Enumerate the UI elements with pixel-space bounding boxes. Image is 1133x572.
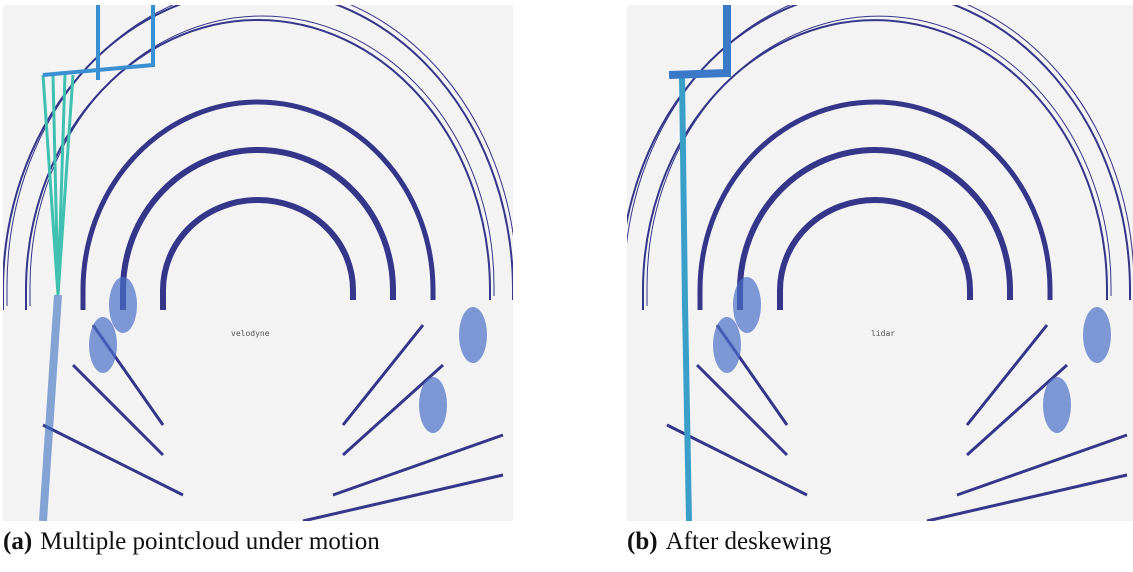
frame-label: velodyne xyxy=(231,329,270,338)
scan-stroke xyxy=(333,435,503,495)
scan-stroke xyxy=(713,317,741,373)
pointcloud-panel: lidar xyxy=(627,5,1133,521)
scan-stroke xyxy=(697,365,787,455)
caption-label: (b) xyxy=(627,528,658,555)
caption-text: After deskewing xyxy=(666,528,832,555)
pointcloud-drawing xyxy=(3,5,513,521)
scan-stroke xyxy=(459,307,487,363)
scan-stroke xyxy=(3,5,513,310)
caption: (a) Multiple pointcloud under motion xyxy=(3,528,380,556)
scan-stroke xyxy=(343,325,423,425)
scan-stroke xyxy=(73,365,163,455)
scan-stroke xyxy=(647,16,1111,306)
scan-stroke xyxy=(780,200,970,310)
scan-stroke xyxy=(682,75,689,521)
scan-stroke xyxy=(927,475,1127,521)
scan-stroke xyxy=(43,5,153,80)
scan-stroke xyxy=(1043,377,1071,433)
scan-stroke xyxy=(957,435,1127,495)
scan-stroke xyxy=(1083,307,1111,363)
caption: (b) After deskewing xyxy=(627,528,831,556)
pointcloud-drawing xyxy=(627,5,1133,521)
scan-stroke xyxy=(109,277,137,333)
scan-stroke xyxy=(26,20,490,310)
scan-stroke xyxy=(700,102,1050,310)
scan-stroke xyxy=(43,75,73,295)
scan-stroke xyxy=(83,102,433,310)
scan-stroke xyxy=(43,295,58,521)
frame-label: lidar xyxy=(871,329,895,338)
scan-stroke xyxy=(419,377,447,433)
caption-label: (a) xyxy=(3,528,32,555)
scan-stroke xyxy=(669,5,727,75)
caption-text: Multiple pointcloud under motion xyxy=(40,528,380,555)
scan-stroke xyxy=(967,325,1047,425)
scan-stroke xyxy=(163,200,353,310)
scan-stroke xyxy=(303,475,503,521)
scan-stroke xyxy=(733,277,761,333)
figure: velodyne lidar (a) Multiple pointcloud un… xyxy=(0,0,1133,572)
scan-stroke xyxy=(43,425,183,495)
scan-stroke xyxy=(89,317,117,373)
scan-stroke xyxy=(643,20,1107,310)
pointcloud-panel: velodyne xyxy=(3,5,513,521)
